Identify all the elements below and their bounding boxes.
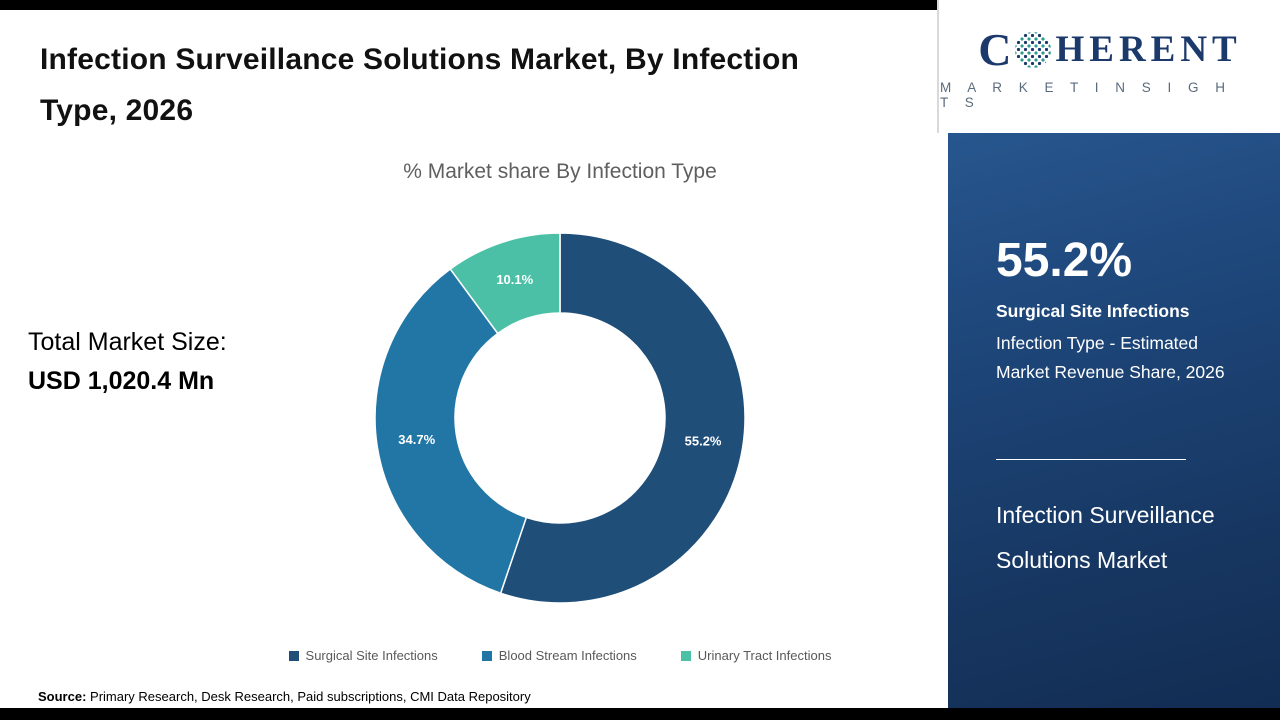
market-name: Infection Surveillance Solutions Market — [996, 502, 1215, 573]
highlight-description: Infection Type - Estimated Market Revenu… — [996, 333, 1225, 382]
total-market-size-label: Total Market Size: — [28, 328, 227, 356]
highlight-percentage: 55.2% — [996, 234, 1133, 287]
legend-swatch-icon — [288, 650, 299, 661]
brand-logo: C HERENT M A R K E T I N S I G H T S — [940, 0, 1280, 133]
bottom-frame-bar — [0, 708, 1280, 720]
sidebar-divider — [937, 0, 939, 133]
chart-legend: Surgical Site Infections Blood Stream Inf… — [200, 648, 920, 663]
brand-logo-letter-c: C — [978, 24, 1014, 75]
source-note: Source: Primary Research, Desk Research,… — [38, 689, 531, 704]
page-title: Infection Surveillance Solutions Market,… — [40, 43, 800, 127]
highlight-segment-name: Surgical Site Infections — [996, 301, 1190, 321]
legend-swatch-icon — [680, 650, 691, 661]
legend-item: Urinary Tract Infections — [680, 648, 832, 663]
total-market-size-value: USD 1,020.4 Mn — [28, 367, 215, 395]
sidebar-rule — [996, 459, 1186, 460]
legend-label: Blood Stream Infections — [498, 648, 637, 663]
source-text: Primary Research, Desk Research, Paid su… — [86, 689, 531, 704]
top-frame-bar — [0, 0, 938, 10]
legend-item: Blood Stream Infections — [481, 648, 637, 663]
slice-percent-label: 10.1% — [496, 272, 533, 287]
donut-chart-svg: 55.2% 34.7% 10.1% — [374, 232, 746, 604]
brand-tagline: M A R K E T I N S I G H T S — [940, 80, 1232, 110]
legend-label: Urinary Tract Infections — [697, 648, 832, 663]
sidebar-highlight-panel: 55.2% Surgical Site Infections Infection… — [948, 133, 1280, 720]
donut-slice-1 — [499, 232, 746, 604]
chart-area: Infection Surveillance Solutions Market,… — [28, 43, 920, 704]
slice-percent-label: 55.2% — [685, 434, 722, 449]
donut-slice-2 — [374, 267, 528, 595]
legend-label: Surgical Site Infections — [305, 648, 438, 663]
chart-subtitle: % Market share By Infection Type — [403, 160, 717, 183]
brand-logo-wordmark: C HERENT — [978, 23, 1242, 76]
donut-chart: 55.2% 34.7% 10.1% — [340, 198, 780, 638]
legend-swatch-icon — [481, 650, 492, 661]
donut-slice-3 — [449, 232, 561, 335]
slice-percent-label: 34.7% — [398, 432, 435, 447]
sidebar: C HERENT M A R K E T I N S I G H T S 55.… — [940, 0, 1280, 720]
legend-item: Surgical Site Infections — [288, 648, 438, 663]
total-market-size-block: Total Market Size: USD 1,020.4 Mn — [28, 328, 328, 396]
globe-logo-icon — [1015, 31, 1052, 68]
source-label: Source: — [38, 689, 87, 704]
brand-logo-letters: HERENT — [1055, 29, 1242, 70]
